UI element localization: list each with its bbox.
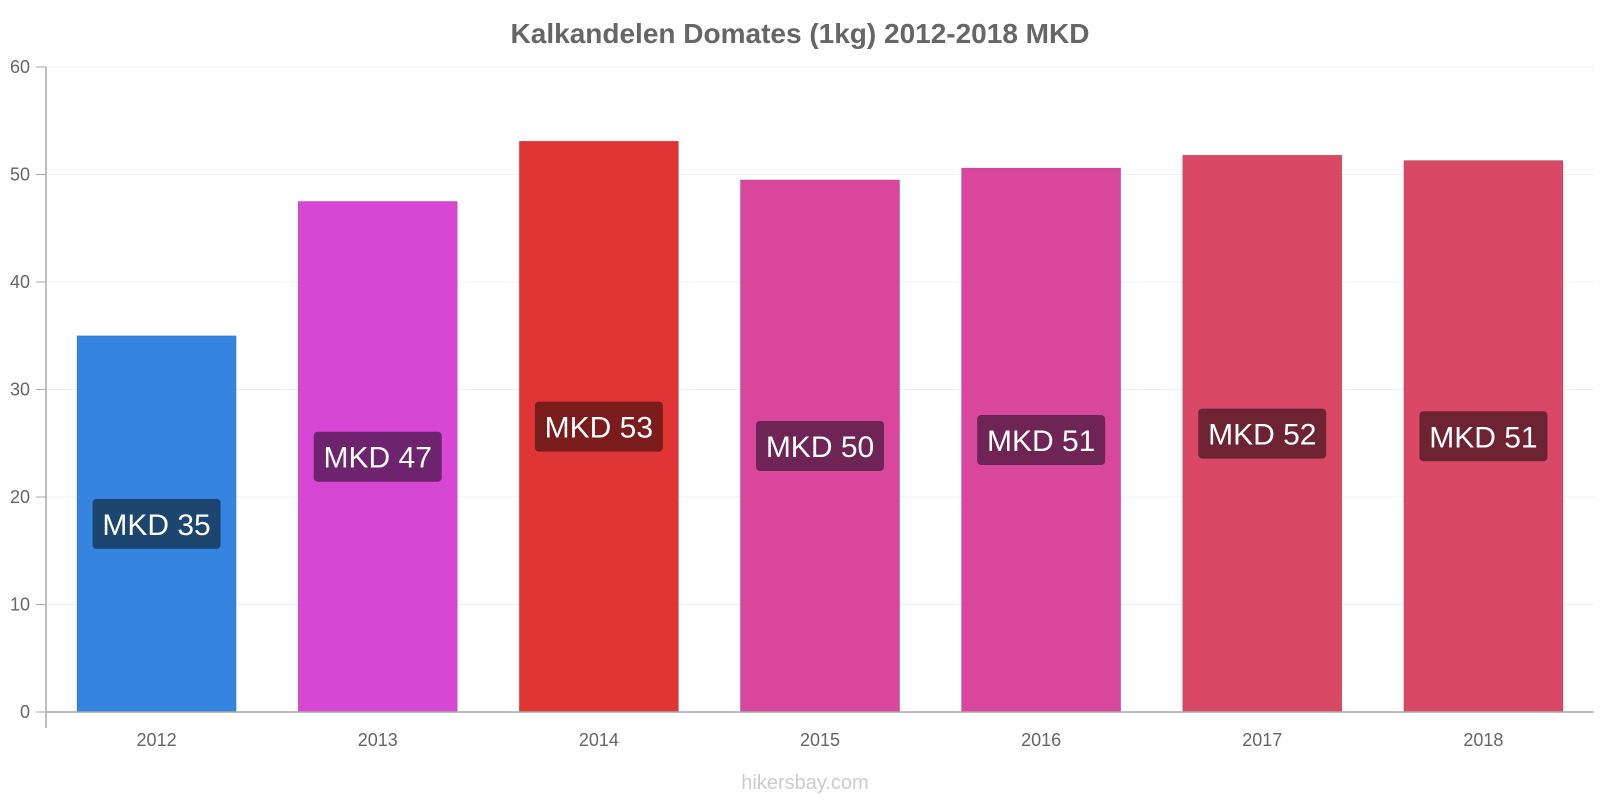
x-tick-label: 2012 (137, 730, 177, 750)
value-label-box (756, 420, 884, 471)
value-label: MKD 51 (987, 425, 1095, 458)
value-label: MKD 51 (1429, 421, 1537, 454)
value-label: MKD 35 (102, 509, 210, 542)
y-tick-label: 10 (10, 595, 30, 615)
x-tick-label: 2018 (1463, 730, 1503, 750)
chart-title: Kalkandelen Domates (1kg) 2012-2018 MKD (511, 18, 1090, 49)
value-label-box (1419, 411, 1548, 462)
value-label-box (1198, 408, 1327, 459)
x-tick-label: 2015 (800, 730, 840, 750)
value-label: MKD 52 (1208, 419, 1316, 452)
x-tick-label: 2016 (1021, 730, 1061, 750)
y-tick-label: 60 (10, 57, 30, 77)
value-label-box (313, 431, 442, 482)
axes: 0 10 20 30 40 50 60 2012 2013 2014 2015 2016 2017 201… (10, 57, 1594, 750)
x-tick-label: 2014 (579, 730, 619, 750)
value-label: MKD 50 (766, 431, 874, 464)
value-label-box (534, 401, 663, 452)
watermark: hikersbay.com (741, 772, 868, 794)
value-labels: MKD 35 MKD 47 MKD 53 MKD 50 MKD 51 MKD 52 MKD … (92, 401, 1548, 549)
y-tick-label: 30 (10, 380, 30, 400)
value-label: MKD 47 (324, 442, 432, 475)
y-tick-label: 50 (10, 165, 30, 185)
x-tick-label: 2017 (1242, 730, 1282, 750)
value-label-box (977, 415, 1106, 466)
y-tick-label: 40 (10, 272, 30, 292)
value-label-box (92, 498, 221, 549)
x-tick-label: 2013 (358, 730, 398, 750)
y-tick-label: 20 (10, 487, 30, 507)
value-label: MKD 53 (545, 412, 653, 445)
y-tick-label: 0 (20, 702, 30, 722)
